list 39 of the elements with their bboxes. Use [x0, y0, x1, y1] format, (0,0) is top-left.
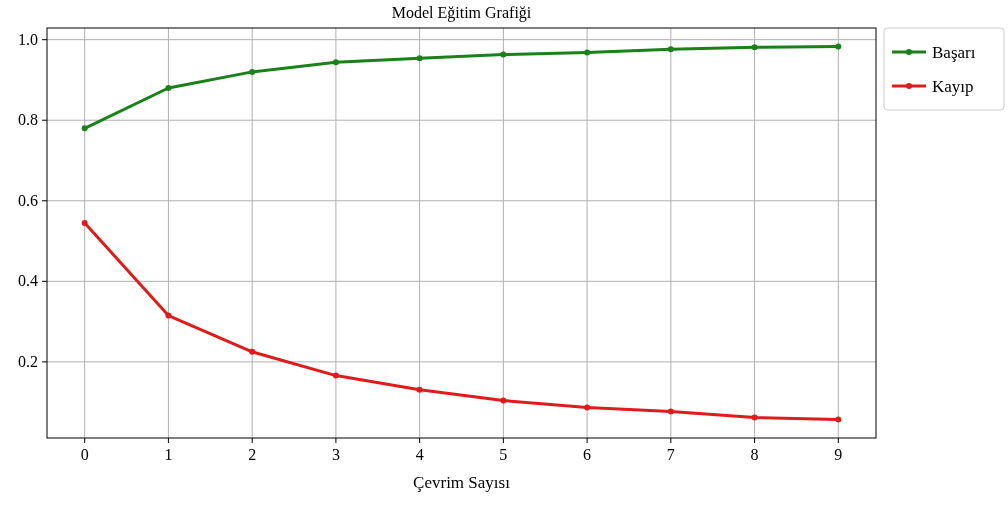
point — [667, 408, 674, 415]
y-tick-label: 0.2 — [18, 352, 38, 370]
x-tick-label: 1 — [164, 446, 173, 463]
y-tick-label: 1.0 — [18, 30, 38, 48]
point — [500, 397, 507, 404]
legend-label: Kayıp — [932, 77, 974, 96]
point — [81, 219, 88, 226]
point — [416, 55, 423, 62]
point — [751, 44, 758, 51]
x-tick-label: 8 — [750, 446, 759, 463]
point — [81, 125, 88, 132]
point — [667, 46, 674, 53]
x-tick-label: 2 — [248, 446, 257, 463]
x-tick-label: 6 — [583, 446, 592, 463]
point — [835, 43, 842, 50]
y-tick-label: 0.4 — [18, 272, 38, 290]
x-tick-label: 7 — [666, 446, 675, 463]
point — [165, 85, 172, 92]
point — [584, 404, 591, 411]
point — [249, 68, 256, 75]
point — [416, 386, 423, 393]
chart-title: Model Eğitim Grafiği — [391, 4, 532, 22]
x-tick-label: 9 — [834, 446, 843, 463]
point — [332, 59, 339, 66]
point — [249, 348, 256, 355]
y-tick-label: 0.8 — [18, 111, 38, 129]
x-tick-label: 0 — [80, 446, 89, 463]
point — [584, 49, 591, 56]
x-tick-label: 3 — [331, 446, 340, 463]
point — [332, 372, 339, 379]
x-axis-title: Çevrim Sayısı — [413, 473, 511, 492]
y-tick-label: 0.6 — [18, 191, 38, 209]
x-tick-label: 5 — [499, 446, 508, 463]
point — [835, 416, 842, 423]
x-tick-label: 4 — [415, 446, 424, 463]
point — [500, 51, 507, 58]
point — [165, 312, 172, 319]
legend-label: Başarı — [932, 43, 976, 62]
point — [751, 414, 758, 421]
